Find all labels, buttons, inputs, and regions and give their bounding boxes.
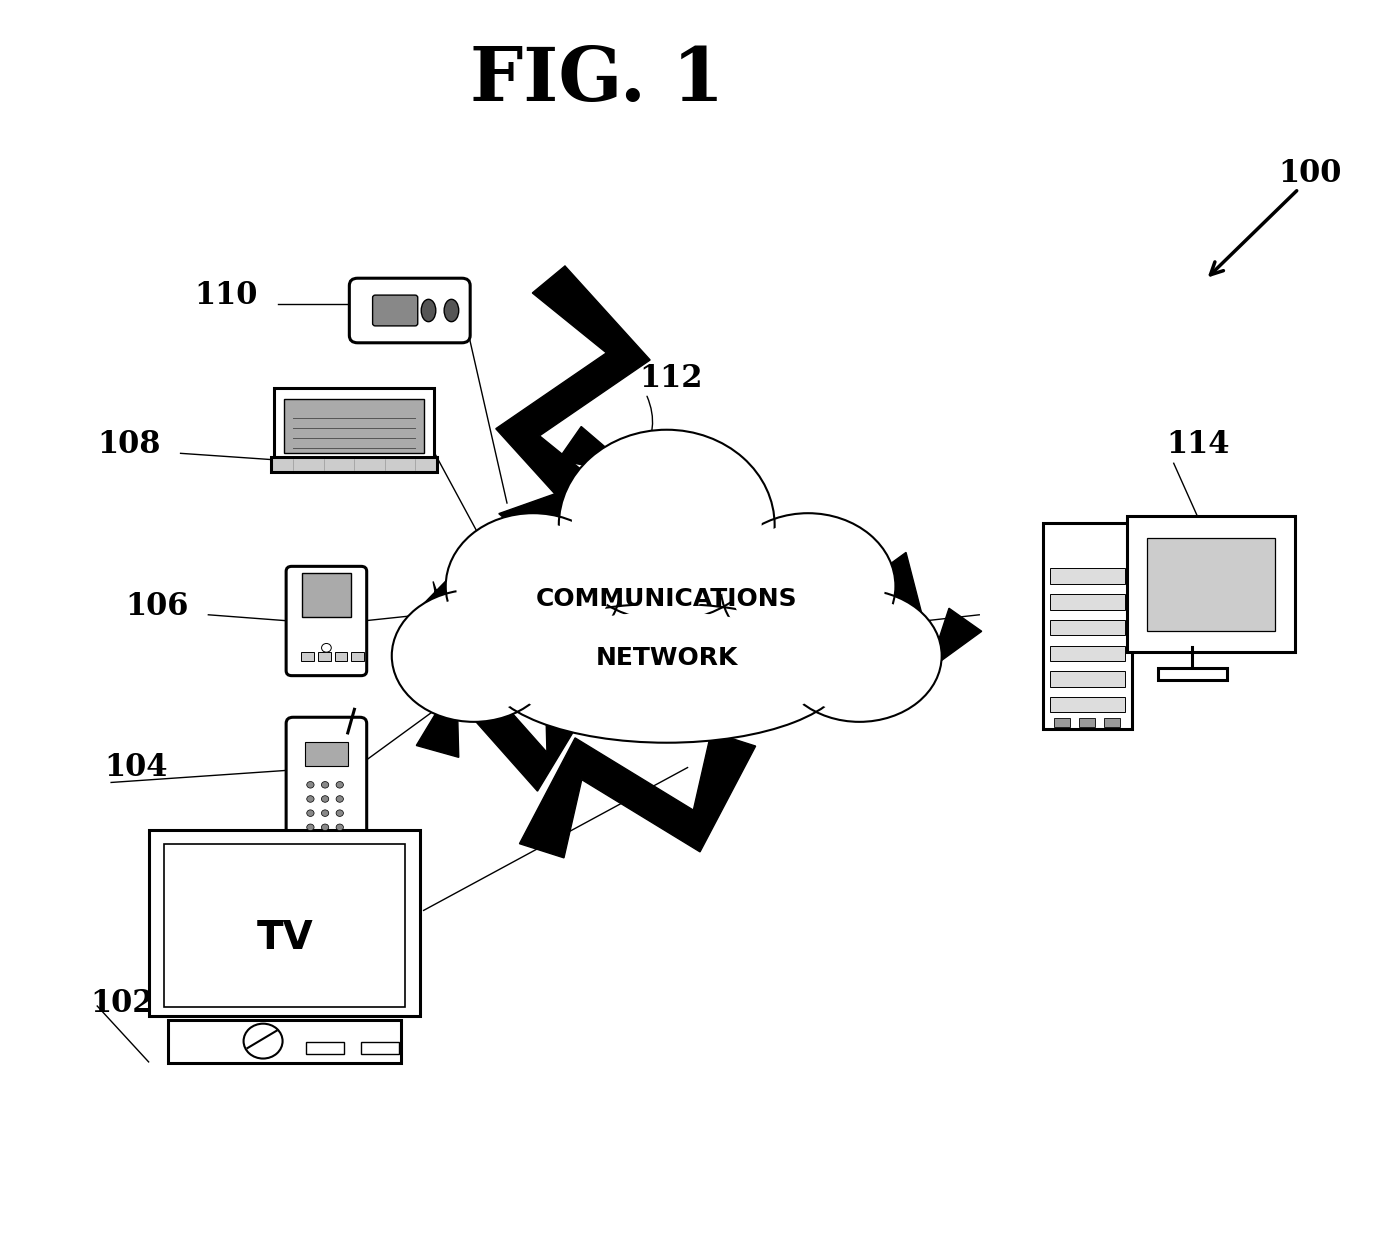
- Text: 114: 114: [1167, 430, 1231, 461]
- Circle shape: [321, 810, 329, 816]
- Text: 110: 110: [194, 281, 258, 312]
- Ellipse shape: [446, 513, 621, 660]
- Text: 104: 104: [104, 753, 168, 784]
- Circle shape: [307, 810, 314, 816]
- Text: NETWORK: NETWORK: [596, 646, 738, 671]
- Bar: [1050, 671, 1125, 687]
- Circle shape: [307, 781, 314, 789]
- Bar: [1050, 594, 1125, 610]
- FancyBboxPatch shape: [1126, 515, 1295, 652]
- Bar: [1104, 718, 1120, 727]
- Bar: [306, 743, 347, 766]
- Ellipse shape: [788, 597, 932, 714]
- Circle shape: [336, 796, 343, 802]
- Circle shape: [243, 1023, 282, 1058]
- Polygon shape: [831, 553, 982, 686]
- Ellipse shape: [778, 590, 942, 722]
- Bar: [335, 652, 347, 661]
- Ellipse shape: [421, 299, 436, 322]
- Bar: [271, 457, 438, 472]
- FancyBboxPatch shape: [350, 278, 469, 343]
- Text: 106: 106: [125, 591, 189, 622]
- Polygon shape: [499, 426, 657, 579]
- Circle shape: [307, 823, 314, 831]
- Bar: [303, 574, 350, 617]
- Bar: [283, 399, 425, 453]
- Text: 112: 112: [639, 364, 703, 394]
- Ellipse shape: [488, 604, 847, 743]
- Bar: [361, 1042, 399, 1054]
- Circle shape: [336, 810, 343, 816]
- Bar: [351, 652, 364, 661]
- Polygon shape: [413, 561, 504, 678]
- Circle shape: [321, 823, 329, 831]
- Bar: [1146, 538, 1275, 631]
- Ellipse shape: [401, 597, 546, 714]
- Bar: [301, 652, 314, 661]
- Polygon shape: [496, 266, 650, 523]
- Bar: [168, 1020, 401, 1063]
- Text: 108: 108: [97, 430, 161, 461]
- Ellipse shape: [558, 430, 775, 621]
- Bar: [1157, 668, 1226, 681]
- Ellipse shape: [392, 590, 556, 722]
- Text: 100: 100: [1278, 159, 1342, 189]
- Bar: [1050, 620, 1125, 635]
- FancyBboxPatch shape: [286, 718, 367, 847]
- Bar: [1050, 697, 1125, 713]
- Ellipse shape: [572, 441, 761, 610]
- Bar: [1043, 523, 1132, 729]
- Bar: [1050, 646, 1125, 661]
- Bar: [274, 388, 433, 460]
- Ellipse shape: [456, 522, 610, 651]
- Bar: [318, 652, 331, 661]
- Bar: [164, 845, 406, 1006]
- Ellipse shape: [731, 522, 885, 651]
- Text: COMMUNICATIONS: COMMUNICATIONS: [536, 586, 797, 611]
- Text: TV: TV: [257, 919, 313, 956]
- Ellipse shape: [508, 612, 825, 734]
- Bar: [1054, 718, 1070, 727]
- Ellipse shape: [721, 513, 896, 660]
- FancyBboxPatch shape: [286, 566, 367, 676]
- Circle shape: [321, 643, 331, 652]
- Ellipse shape: [444, 299, 458, 322]
- Text: 102: 102: [90, 989, 154, 1020]
- Circle shape: [307, 796, 314, 802]
- Text: FIG. 1: FIG. 1: [469, 45, 725, 117]
- Polygon shape: [519, 732, 756, 858]
- Circle shape: [336, 823, 343, 831]
- Bar: [1079, 718, 1095, 727]
- Bar: [1050, 569, 1125, 584]
- Circle shape: [336, 781, 343, 789]
- Bar: [149, 830, 419, 1016]
- Polygon shape: [417, 662, 588, 791]
- FancyBboxPatch shape: [372, 296, 418, 325]
- Circle shape: [321, 796, 329, 802]
- Bar: [307, 1042, 344, 1054]
- Circle shape: [321, 781, 329, 789]
